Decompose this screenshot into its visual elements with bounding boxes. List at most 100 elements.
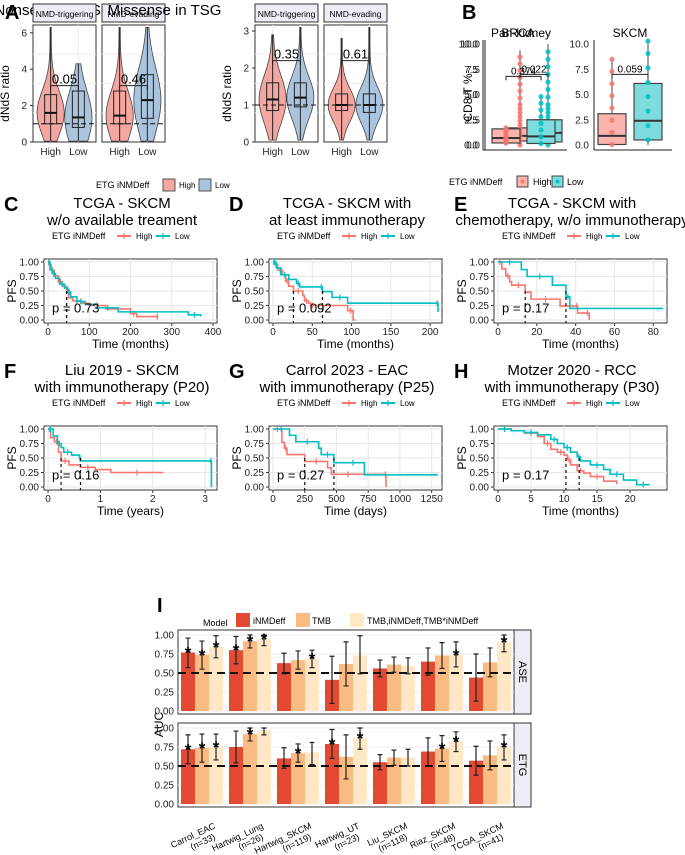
y-tick-label: 1.00 (245, 425, 265, 436)
x-tick-label: 1250 (421, 494, 444, 505)
facet-strip (513, 629, 532, 715)
y-tick-label: 1.00 (20, 258, 40, 269)
data-point (517, 61, 523, 67)
x-tick-label: Low (138, 147, 157, 158)
data-point (545, 102, 551, 108)
panel-label-f: F (4, 361, 16, 383)
p-value-label: 0.022 (521, 64, 546, 75)
data-point (517, 88, 523, 94)
error-bar (343, 734, 349, 780)
error-bar (343, 641, 349, 687)
error-bar (213, 733, 219, 761)
p-value-label: 0.61 (343, 47, 368, 62)
facet-title: Pan-kidney (491, 26, 551, 40)
y-tick-label: 6 (21, 28, 27, 39)
legend-label: iNMDeff (253, 616, 286, 626)
data-point (645, 50, 651, 57)
y-tick-label: 0.50 (20, 287, 40, 298)
x-tick-label: 0 (45, 327, 51, 338)
y-tick-label: 2 (21, 101, 27, 112)
significance-star: * (185, 740, 192, 759)
legend-title: Model (203, 618, 228, 628)
data-point (645, 79, 651, 85)
bar-inmdeff (277, 663, 291, 711)
bar-inmdeff (421, 751, 435, 804)
data-point (545, 79, 551, 85)
panel-title: Missense in TSG (108, 2, 222, 19)
significance-star: * (439, 740, 446, 759)
bar-tmbinmdefftmbinmdeff (209, 647, 223, 711)
x-tick-label: High (262, 147, 283, 158)
bar-tmbinmdefftmbinmdeff (401, 666, 415, 711)
x-tick-label: High (40, 147, 61, 158)
box-high (335, 93, 349, 112)
y-tick-label: 0.25 (245, 468, 265, 479)
significance-bracket (119, 85, 148, 90)
error-bar (473, 653, 479, 702)
facet-strip (513, 722, 532, 808)
panel-title-line2: with immunotherapy (P20) (33, 379, 209, 396)
panel-label-a: A (5, 2, 19, 24)
data-point (517, 54, 523, 60)
facet-strip-label: NMD-triggering (36, 9, 94, 19)
x-axis-label: Time (months) (542, 337, 619, 351)
bar-tmb (339, 663, 353, 711)
p-value-label: p = 0.092 (277, 300, 332, 315)
x-tick-label: 5 (528, 494, 534, 505)
x-tick-label: 0 (270, 494, 276, 505)
error-bar (329, 655, 335, 704)
x-tick-label: 2 (150, 494, 156, 505)
significance-star: * (213, 638, 220, 657)
error-bar (425, 647, 431, 676)
y-tick-label: 1 (243, 101, 249, 112)
panel-label-b: B (462, 2, 476, 24)
x-tick-label: 0 (495, 327, 501, 338)
y-axis-label: AUC (152, 712, 166, 738)
error-bar (453, 641, 459, 668)
x-tick-label: Low (360, 147, 379, 158)
y-tick-label: 0.0 (575, 141, 589, 152)
legend-label-low: Low (215, 181, 230, 190)
y-tick-label: 0.00 (245, 316, 265, 327)
x-tick-label: 200 (422, 327, 439, 338)
legend-title: ETG iNMDeff (449, 177, 503, 187)
x-axis-label: Time (months) (317, 337, 394, 351)
x-tick-label: 150 (383, 327, 400, 338)
significance-star: * (247, 725, 254, 744)
legend-label-high: High (136, 232, 152, 241)
error-bar (185, 637, 191, 669)
bar-tmb (195, 654, 209, 711)
legend-label-high: High (361, 232, 377, 241)
facet-strip (254, 3, 319, 23)
p-value-label: 0.059 (617, 64, 642, 75)
y-axis-label: CD8 T % (461, 73, 475, 122)
y-axis-label: dNdS ratio (220, 65, 234, 122)
y-tick-label: 1.00 (155, 631, 175, 642)
bar-tmbinmdefftmbinmdeff (449, 741, 463, 804)
facet-strip-label: ASE (516, 661, 528, 683)
y-tick-label: 1.00 (470, 425, 490, 436)
x-tick-label: Low (69, 147, 88, 158)
y-tick-label: 0.75 (470, 272, 490, 283)
y-tick-label: 0.25 (20, 468, 40, 479)
x-tick-label: 1 (98, 494, 104, 505)
data-point (538, 107, 544, 113)
legend-label-low: Low (625, 232, 640, 241)
p-value-label: 0.374 (511, 66, 536, 77)
data-point (545, 49, 551, 55)
significance-star: * (295, 744, 302, 763)
legend-key-low (198, 178, 212, 192)
data-point (609, 129, 615, 135)
bar-inmdeff (181, 749, 195, 804)
bar-tmbinmdefftmbinmdeff (449, 654, 463, 711)
bar-tmbinmdefftmbinmdeff (257, 730, 271, 804)
error-bar (357, 727, 363, 750)
significance-bracket (611, 73, 649, 79)
y-tick-label: 0.50 (470, 287, 490, 298)
bar-tmbinmdefftmbinmdeff (353, 655, 367, 711)
data-point (538, 100, 544, 106)
km-curve-low (498, 428, 650, 486)
bar-inmdeff (469, 760, 483, 804)
p-value-label: 0.46 (121, 72, 146, 87)
x-tick-label: 100 (343, 327, 360, 338)
